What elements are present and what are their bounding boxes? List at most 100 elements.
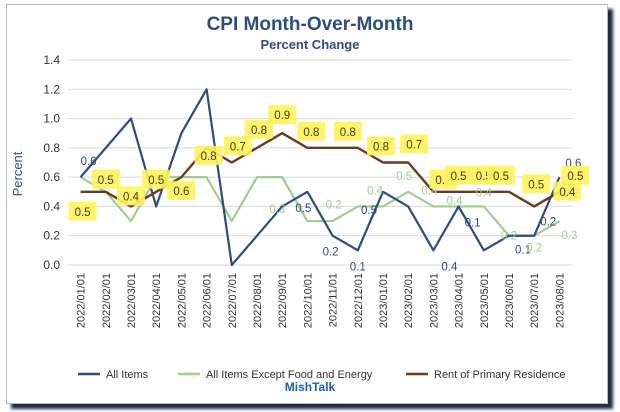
data-label-text: 0.5 xyxy=(361,205,377,217)
x-tick-label: 2022/03/01 xyxy=(126,273,138,328)
data-label: 0.8 xyxy=(333,121,362,141)
label-highlight xyxy=(367,136,395,156)
x-tick-label: 2022/10/01 xyxy=(302,273,314,328)
label-highlight xyxy=(400,134,429,154)
label-highlight xyxy=(91,169,120,189)
x-tick-labels: 2022/01/01 2022/02/01 2022/03/01 2022/04/01… xyxy=(76,273,567,328)
x-tick-label: 2022/05/01 xyxy=(176,273,188,328)
source-label: MishTalk xyxy=(285,380,336,394)
label-highlight xyxy=(245,119,273,139)
data-label-text: 0.1 xyxy=(515,245,531,257)
label-highlight xyxy=(553,181,582,201)
data-label-text: 0.4 xyxy=(441,261,458,273)
x-tick-label: 2022/07/01 xyxy=(227,273,239,328)
data-label-text: 0.2 xyxy=(326,199,342,211)
data-label: 0.5 xyxy=(68,201,97,221)
data-label-text: 0.7 xyxy=(406,140,422,152)
x-tick-label: 2022/01/01 xyxy=(76,273,88,328)
data-label-text: 0.3 xyxy=(561,230,577,242)
y-tick-labels: 0.0 0.2 0.4 0.6 0.8 1.0 1.2 1.4 xyxy=(43,53,60,272)
x-tick-label: 2022/09/01 xyxy=(277,273,289,328)
x-tick-label: 2023/05/01 xyxy=(479,273,491,328)
data-label-text: 0.3 xyxy=(269,204,285,216)
x-tick-label: 2023/02/01 xyxy=(403,273,415,328)
x-tick-label: 2022/11/01 xyxy=(328,273,340,327)
legend-label: All Items Except Food and Energy xyxy=(206,369,373,381)
data-label-text: 0.5 xyxy=(98,175,114,187)
chart-frame xyxy=(6,4,608,404)
data-label: 0.4 xyxy=(476,187,493,199)
series-line-2 xyxy=(80,132,561,208)
data-label-text: 0.4 xyxy=(559,187,576,199)
data-label-text: 0.8 xyxy=(340,127,356,139)
x-tick-label: 2022/12/01 xyxy=(353,273,365,328)
data-label-text: 0.4 xyxy=(476,187,493,199)
x-tick-label: 2023/01/01 xyxy=(378,273,390,328)
label-highlight xyxy=(194,145,223,165)
data-label: 0.9 xyxy=(268,105,297,125)
data-label-text: 0.6 xyxy=(81,156,97,168)
data-label-text: 0.1 xyxy=(465,217,481,229)
data-label: 0.8 xyxy=(367,136,395,156)
data-labels: 0.60.50.20.10.50.40.10.10.20.60.20.30.20… xyxy=(68,105,590,273)
data-label: 0.3 xyxy=(561,230,577,242)
x-tick-label: 2022/06/01 xyxy=(202,273,214,328)
data-label-text: 0.4 xyxy=(367,185,384,197)
chart-subtitle: Percent Change xyxy=(261,37,360,52)
data-label-text: 0.5 xyxy=(148,175,164,187)
label-highlight xyxy=(142,169,171,189)
data-label-text: 0.5 xyxy=(396,171,412,183)
label-highlight xyxy=(167,181,196,201)
x-tick-label: 2023/06/01 xyxy=(504,273,516,328)
data-label-text: 0.1 xyxy=(350,261,366,273)
data-label: 0.8 xyxy=(194,145,223,165)
label-highlight xyxy=(268,105,297,125)
data-label-text: 0.2 xyxy=(526,243,542,255)
y-tick-label: 0.4 xyxy=(43,199,60,213)
data-label: 0.1 xyxy=(350,261,366,273)
y-tick-label: 0.2 xyxy=(43,229,60,243)
data-label: 0.4 xyxy=(117,186,145,206)
x-tick-label: 2023/04/01 xyxy=(454,273,466,328)
data-label: 0.2 xyxy=(526,243,542,255)
data-label: 0.5 xyxy=(361,205,377,217)
x-tick-label: 2023/07/01 xyxy=(529,273,541,328)
label-highlight xyxy=(68,201,97,221)
legend-label: Rent of Primary Residence xyxy=(434,369,565,381)
data-label: 0.5 xyxy=(396,171,412,183)
data-label: 0.1 xyxy=(465,217,481,229)
y-tick-label: 0.6 xyxy=(43,170,60,184)
data-label: 0.2 xyxy=(540,217,556,229)
y-tick-label: 1.2 xyxy=(43,82,60,96)
label-highlight xyxy=(117,186,145,206)
y-tick-label: 1.4 xyxy=(43,53,60,67)
data-label-text: 0.5 xyxy=(567,171,583,183)
data-label: 0.6 xyxy=(81,156,97,168)
data-label: 0.7 xyxy=(223,136,252,156)
legend: All Items All Items Except Food and Energ… xyxy=(78,369,565,381)
legend-label: All Items xyxy=(106,369,149,381)
label-highlight xyxy=(223,136,252,156)
y-tick-label: 0.0 xyxy=(43,258,60,272)
x-tick-label: 2023/03/01 xyxy=(428,273,440,328)
chart-title: CPI Month-Over-Month xyxy=(207,14,414,35)
data-label: 0.4 xyxy=(441,261,458,273)
y-axis-label: Percent xyxy=(10,151,25,196)
data-label: 0.1 xyxy=(515,245,531,257)
data-label-text: 0.7 xyxy=(230,142,246,154)
data-label-text: 0.5 xyxy=(451,171,467,183)
data-label: 0.5 xyxy=(561,165,590,185)
data-label: 0.8 xyxy=(245,119,273,139)
data-label: 0.7 xyxy=(400,134,429,154)
x-tick-label: 2022/04/01 xyxy=(151,273,163,328)
label-highlight xyxy=(297,121,326,141)
data-label-text: 0.2 xyxy=(323,247,339,259)
data-label-text: 0.4 xyxy=(123,191,140,203)
data-label-text: 0.5 xyxy=(295,203,311,215)
data-label-text: 0.8 xyxy=(201,151,217,163)
data-label: 0.4 xyxy=(447,195,464,207)
data-label: 0.2 xyxy=(323,247,339,259)
data-label: 0.4 xyxy=(553,181,582,201)
data-label-text: 0.5 xyxy=(75,207,91,219)
data-label-text: 0.2 xyxy=(501,231,517,243)
